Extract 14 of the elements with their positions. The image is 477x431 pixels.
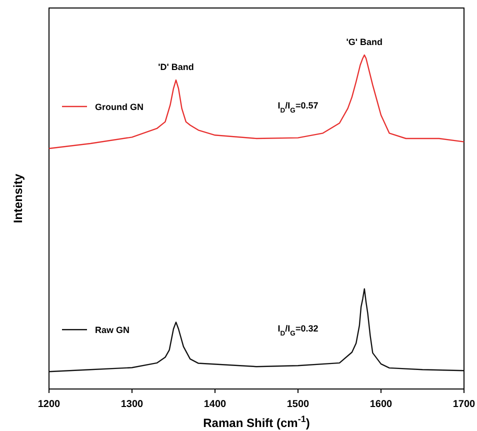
annotation: I$_{D}$/I$_{G}$=0.32 bbox=[278, 324, 318, 338]
x-tick-label: 1200 bbox=[38, 399, 61, 410]
legend-label: Raw GN bbox=[95, 325, 130, 336]
x-tick-label: 1600 bbox=[370, 399, 393, 410]
legend-label: Ground GN bbox=[95, 102, 144, 112]
x-tick-label: 1300 bbox=[120, 399, 144, 410]
x-tick-label: 1700 bbox=[452, 399, 476, 410]
x-tick-label: 1500 bbox=[286, 399, 310, 410]
annotation: 'D' Band bbox=[158, 62, 194, 72]
y-axis-title: Intensity bbox=[11, 174, 25, 224]
annotation: I$_{D}$/I$_{G}$=0.57 bbox=[278, 100, 318, 114]
annotation: 'G' Band bbox=[346, 37, 383, 47]
x-tick-label: 1400 bbox=[204, 399, 227, 410]
x-axis-title: Raman Shift (cm$^{-1}$) bbox=[203, 414, 310, 430]
